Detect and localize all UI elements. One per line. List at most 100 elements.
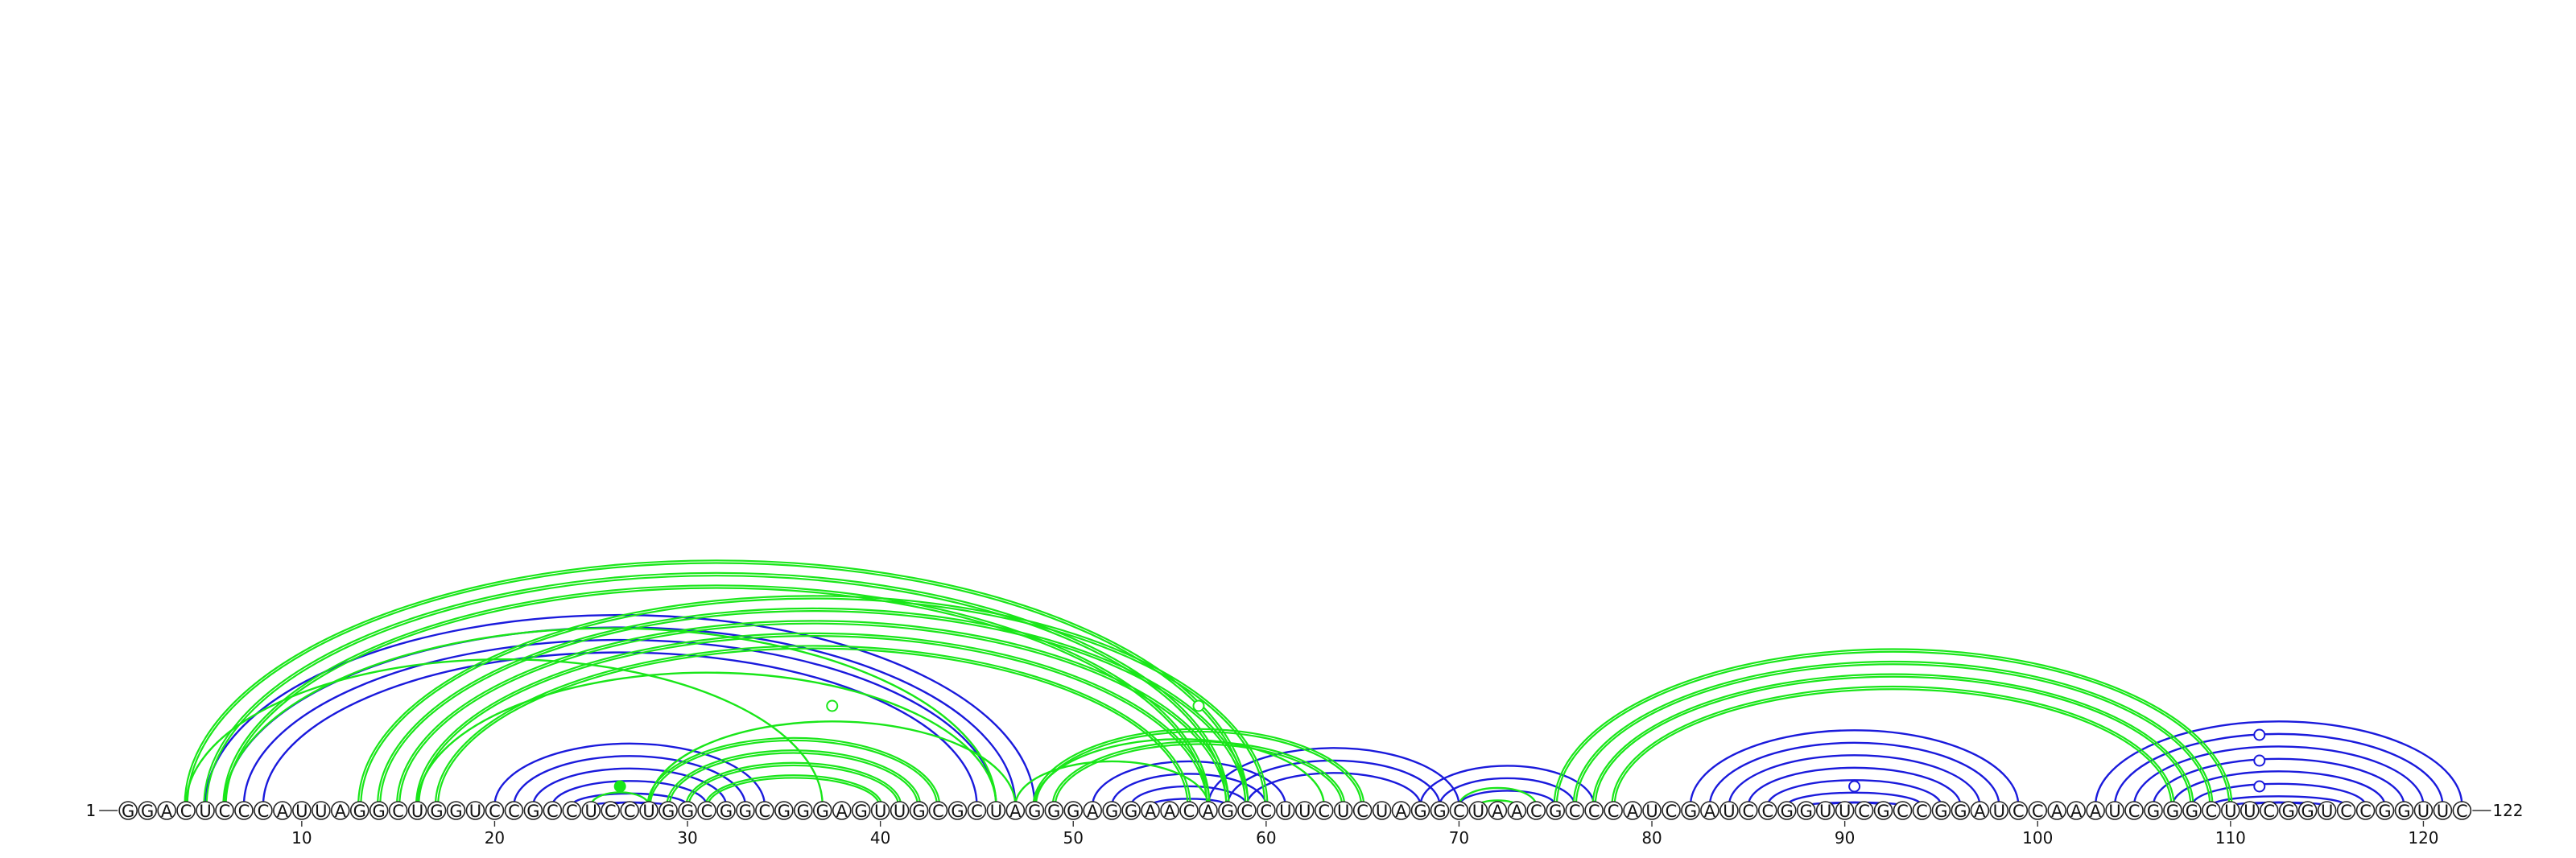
nucleotide-circle — [1488, 801, 1508, 820]
nucleotide-circle — [1700, 801, 1719, 820]
sequence-backbone: 1 122 — [85, 801, 2523, 820]
nucleotide-letter: C — [1453, 802, 1465, 821]
green-pair-arc — [1594, 675, 2192, 806]
green-pair-arc — [704, 774, 883, 806]
nucleotide: C — [2259, 801, 2279, 821]
nucleotide-letter: A — [1203, 802, 1215, 821]
nucleotide: G — [1951, 801, 1971, 821]
nucleotide-letter: G — [1954, 802, 1967, 821]
nucleotide: U — [1815, 801, 1835, 821]
green-pair-arc — [379, 609, 1247, 806]
hairpin-open-marker — [1192, 699, 1205, 712]
nucleotide-circle — [716, 801, 736, 820]
nucleotide: U — [870, 801, 890, 821]
nucleotide-circle — [2221, 801, 2240, 820]
nucleotide: C — [601, 801, 621, 821]
nucleotide-circle — [1951, 801, 1971, 820]
nucleotide-circle — [1391, 801, 1411, 820]
nucleotide: C — [1912, 801, 1932, 821]
nucleotide: U — [2413, 801, 2434, 821]
nucleotide-letter: U — [1993, 802, 2005, 821]
nucleotide-letter: G — [1125, 802, 1137, 821]
nucleotide-letter: U — [2244, 802, 2256, 821]
nucleotide-circle — [465, 801, 485, 820]
nucleotide-circle — [967, 801, 987, 820]
nucleotide-circle — [1025, 801, 1045, 820]
nucleotide: G — [349, 801, 369, 821]
nucleotide-letter: C — [971, 802, 983, 821]
nucleotide-letter: A — [1492, 802, 1504, 821]
green-pair-arc — [416, 671, 997, 806]
nucleotide-circle — [1931, 801, 1951, 820]
axis-tick-label: 40 — [870, 828, 890, 848]
nucleotide: A — [157, 801, 176, 821]
nucleotide-letter: C — [2128, 802, 2140, 821]
nucleotide-letter: G — [1684, 802, 1697, 821]
nucleotide-letter: C — [392, 802, 404, 821]
green-pair-arc — [205, 574, 1228, 806]
nucleotide: G — [2278, 801, 2298, 821]
blue-pair-arc — [551, 780, 708, 806]
nucleotide: A — [273, 801, 292, 821]
nucleotide-circle — [1565, 801, 1584, 820]
nucleotide: G — [736, 801, 755, 821]
nucleotide-letter: A — [1704, 802, 1716, 821]
nucleotide-letter: C — [2263, 802, 2275, 821]
nucleotide-letter: G — [2186, 802, 2198, 821]
nucleotide-letter: C — [1743, 802, 1755, 821]
nucleotide-circle — [1063, 801, 1084, 820]
nucleotide-circle — [658, 801, 678, 820]
nucleotide-circle — [1912, 801, 1932, 820]
blue-pair-arc — [242, 638, 997, 806]
base-pair-arcs — [184, 559, 2463, 807]
nucleotide: G — [2394, 801, 2414, 821]
nucleotide-circle — [1005, 801, 1026, 820]
nucleotide-circle — [736, 801, 755, 820]
nucleotide: U — [407, 801, 427, 821]
nucleotide-letter: G — [739, 802, 752, 821]
nucleotide-circle — [388, 801, 408, 820]
nucleotide-circle — [273, 801, 292, 820]
nucleotide-circle — [2105, 801, 2124, 820]
nucleotide-letter: A — [1145, 802, 1157, 821]
nucleotide-circle — [446, 801, 466, 820]
hairpin-open-marker — [2253, 754, 2266, 767]
nucleotide-letter: C — [1608, 802, 1620, 821]
axis-tick-label: 20 — [485, 828, 505, 848]
nucleotide-letter: C — [1666, 802, 1678, 821]
nucleotide-circle — [543, 801, 563, 820]
blue-pair-arc — [1689, 729, 2020, 806]
nucleotide-letter: C — [489, 802, 501, 821]
nucleotide: C — [543, 801, 563, 821]
nucleotide: U — [1276, 801, 1295, 821]
nucleotide-circle — [774, 801, 794, 820]
green-pair-arc — [357, 595, 1269, 806]
blue-pair-arc — [1092, 760, 1286, 806]
green-pair-arc — [415, 632, 1211, 806]
nucleotide: C — [1739, 801, 1758, 821]
blue-pair-arc — [1129, 785, 1249, 806]
blue-pair-arc — [1747, 766, 1962, 806]
nucleotide-circle — [407, 801, 427, 820]
nucleotide: A — [1141, 801, 1160, 821]
nucleotide: A — [832, 801, 852, 821]
nucleotide: G — [1796, 801, 1816, 821]
nucleotide-circle — [1623, 801, 1642, 820]
nucleotide-letter: C — [258, 802, 270, 821]
nucleotide-letter: C — [605, 802, 617, 821]
nucleotide-letter: U — [894, 802, 906, 821]
blue-pair-arc — [1419, 765, 1596, 806]
axis-tick-label: 50 — [1063, 828, 1084, 848]
nucleotide-circle — [504, 801, 524, 820]
nucleotide-letter: G — [1414, 802, 1426, 821]
nucleotide-circle — [2066, 801, 2086, 820]
nucleotide-circle — [1372, 801, 1392, 820]
nucleotide-circle — [1083, 801, 1102, 820]
nucleotide-circle — [1276, 801, 1295, 820]
green-pair-arc — [184, 559, 1249, 806]
nucleotide: C — [755, 801, 774, 821]
nucleotide-circle — [1141, 801, 1160, 820]
nucleotide-circle — [1333, 801, 1353, 820]
green-pair-arc — [1575, 663, 2211, 806]
nucleotide-letter: G — [353, 802, 366, 821]
